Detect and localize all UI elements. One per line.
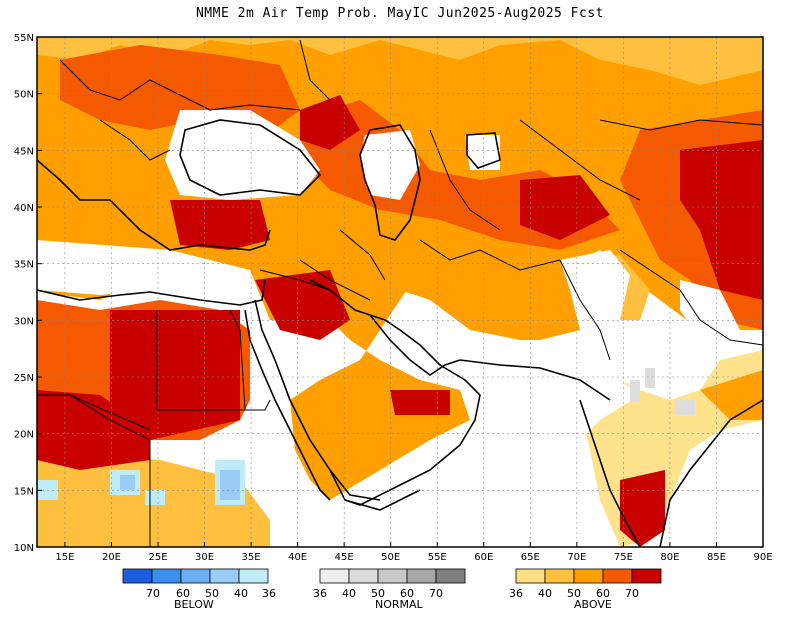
latitude-tick-label: 30N bbox=[14, 316, 34, 327]
legend-swatch bbox=[573, 568, 604, 584]
latitude-tick-label: 45N bbox=[14, 146, 34, 157]
longitude-tick-label: 70E bbox=[567, 552, 586, 563]
latitude-tick-label: 25N bbox=[14, 373, 34, 384]
longitude-tick-label: 45E bbox=[335, 552, 354, 563]
longitude-tick-label: 15E bbox=[55, 552, 74, 563]
latitude-tick-label: 40N bbox=[14, 203, 34, 214]
legend-below-value: 40 bbox=[234, 587, 248, 600]
legend-normal-swatches bbox=[319, 568, 466, 584]
latitude-tick-label: 15N bbox=[14, 486, 34, 497]
equal-chances-areas bbox=[37, 110, 740, 547]
legend-swatch bbox=[151, 568, 182, 584]
legend-below-value: 50 bbox=[205, 587, 219, 600]
legend-above-value: 50 bbox=[567, 587, 581, 600]
longitude-tick-label: 80E bbox=[660, 552, 679, 563]
longitude-tick-label: 60E bbox=[474, 552, 493, 563]
legend-swatch bbox=[377, 568, 408, 584]
legend-swatch bbox=[602, 568, 633, 584]
legend-normal-label: NORMAL bbox=[375, 598, 423, 611]
legend-swatch bbox=[435, 568, 466, 584]
below-normal-field-strong bbox=[120, 470, 240, 500]
legend-above-value: 40 bbox=[538, 587, 552, 600]
legend-swatch bbox=[515, 568, 546, 584]
latitude-tick-label: 20N bbox=[14, 430, 34, 441]
near-normal-cells bbox=[630, 368, 695, 415]
legend-normal-value: 36 bbox=[313, 587, 327, 600]
legend-swatch bbox=[544, 568, 575, 584]
longitude-ticks: 15E 20E 25E 30E 35E 40E 45E 50E 55E 60E 65E 70E 75E 8… bbox=[55, 542, 773, 563]
legend-normal-value: 50 bbox=[371, 587, 385, 600]
longitude-tick-label: 85E bbox=[707, 552, 726, 563]
map-frame bbox=[36, 36, 764, 548]
legend-swatch bbox=[406, 568, 437, 584]
longitude-tick-label: 40E bbox=[288, 552, 307, 563]
legend-below-label: BELOW bbox=[174, 598, 214, 611]
longitude-tick-label: 25E bbox=[148, 552, 167, 563]
legend-swatch bbox=[238, 568, 269, 584]
legend-above-value: 70 bbox=[625, 587, 639, 600]
longitude-tick-label: 50E bbox=[381, 552, 400, 563]
legend-normal-value: 40 bbox=[342, 587, 356, 600]
legend-above-swatches bbox=[515, 568, 662, 584]
legend-swatch bbox=[348, 568, 379, 584]
latitude-tick-label: 55N bbox=[14, 33, 34, 44]
latitude-tick-label: 10N bbox=[14, 543, 34, 554]
legend-above-value: 60 bbox=[596, 587, 610, 600]
longitude-tick-label: 55E bbox=[428, 552, 447, 563]
longitude-tick-label: 20E bbox=[102, 552, 121, 563]
legend-normal-value: 70 bbox=[429, 587, 443, 600]
longitude-tick-label: 75E bbox=[614, 552, 633, 563]
longitude-tick-label: 35E bbox=[242, 552, 261, 563]
longitude-tick-label: 65E bbox=[521, 552, 540, 563]
legend-above-value: 36 bbox=[509, 587, 523, 600]
legend-swatch bbox=[122, 568, 153, 584]
legend-above-label: ABOVE bbox=[574, 598, 612, 611]
country-borders bbox=[37, 39, 763, 547]
legend-normal-value: 60 bbox=[400, 587, 414, 600]
longitude-tick-label: 30E bbox=[195, 552, 214, 563]
latitude-ticks: 10N 15N 20N 25N 30N 35N 40N 45N 50N 55N bbox=[14, 33, 42, 554]
longitude-tick-label: 90E bbox=[753, 552, 772, 563]
latitude-tick-label: 50N bbox=[14, 90, 34, 101]
legend-swatch bbox=[180, 568, 211, 584]
latitude-tick-label: 35N bbox=[14, 260, 34, 271]
legend-swatch bbox=[631, 568, 662, 584]
map-title: NMME 2m Air Temp Prob. MayIC Jun2025-Aug… bbox=[195, 6, 604, 21]
legend-swatch bbox=[209, 568, 240, 584]
legend-below-value: 36 bbox=[262, 587, 276, 600]
legend-below-value: 60 bbox=[176, 587, 190, 600]
legend-below-swatches bbox=[122, 568, 269, 584]
legend-swatch bbox=[319, 568, 350, 584]
coastlines bbox=[37, 119, 763, 547]
legend-below-value: 70 bbox=[146, 587, 160, 600]
